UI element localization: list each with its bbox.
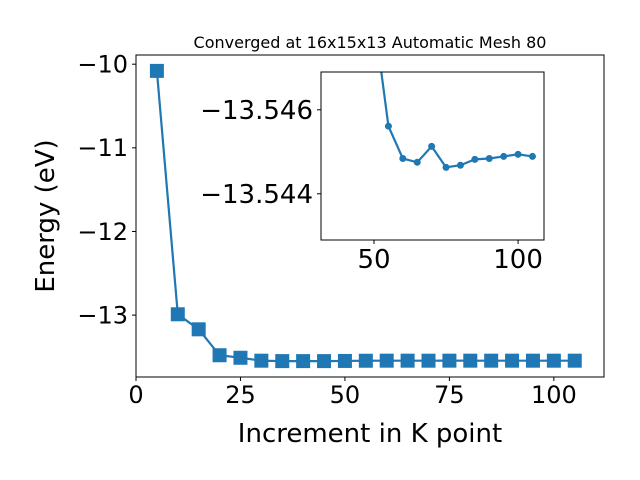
marker bbox=[384, 122, 392, 130]
marker bbox=[191, 322, 206, 337]
chart-title: Converged at 16x15x13 Automatic Mesh 80 bbox=[194, 33, 547, 52]
marker bbox=[399, 155, 407, 163]
marker bbox=[413, 158, 421, 166]
axes-frame bbox=[320, 71, 545, 241]
marker bbox=[428, 142, 436, 150]
marker bbox=[296, 354, 311, 369]
marker bbox=[421, 353, 436, 368]
marker bbox=[505, 353, 520, 368]
axes-frame bbox=[135, 54, 605, 378]
marker bbox=[471, 155, 479, 163]
x-tick-label: 50 bbox=[330, 381, 361, 409]
marker bbox=[337, 353, 352, 368]
marker bbox=[463, 353, 478, 368]
marker bbox=[254, 353, 269, 368]
marker bbox=[170, 307, 185, 322]
y-tick-label: −12 bbox=[77, 218, 128, 246]
marker bbox=[400, 353, 415, 368]
x-tick-label: 25 bbox=[225, 381, 256, 409]
marker bbox=[317, 354, 332, 369]
marker bbox=[149, 63, 164, 78]
y-tick-label: −13.544 bbox=[200, 180, 313, 210]
x-tick-label: 100 bbox=[493, 245, 543, 275]
marker bbox=[442, 163, 450, 171]
marker bbox=[212, 348, 227, 363]
x-axis-label: Increment in K point bbox=[238, 419, 502, 449]
x-tick-label: 100 bbox=[531, 381, 577, 409]
marker bbox=[358, 353, 373, 368]
marker bbox=[485, 155, 493, 163]
marker bbox=[456, 161, 464, 169]
y-tick-label: −10 bbox=[77, 51, 128, 79]
x-tick-label: 0 bbox=[128, 381, 143, 409]
marker bbox=[567, 353, 582, 368]
plot-content bbox=[149, 63, 582, 369]
marker bbox=[528, 152, 536, 160]
marker bbox=[546, 353, 561, 368]
y-tick-label: −11 bbox=[77, 134, 128, 162]
marker bbox=[275, 354, 290, 369]
x-tick-label: 75 bbox=[434, 381, 465, 409]
marker bbox=[484, 353, 499, 368]
marker bbox=[514, 150, 522, 158]
plot-content bbox=[380, 72, 536, 171]
x-tick-label: 50 bbox=[357, 245, 390, 275]
marker bbox=[525, 353, 540, 368]
marker bbox=[379, 353, 394, 368]
marker bbox=[500, 152, 508, 160]
y-axis-label: Energy (eV) bbox=[31, 139, 61, 292]
marker bbox=[233, 350, 248, 365]
y-tick-label: −13 bbox=[77, 302, 128, 330]
marker bbox=[442, 353, 457, 368]
y-tick-label: −13.546 bbox=[200, 96, 313, 126]
